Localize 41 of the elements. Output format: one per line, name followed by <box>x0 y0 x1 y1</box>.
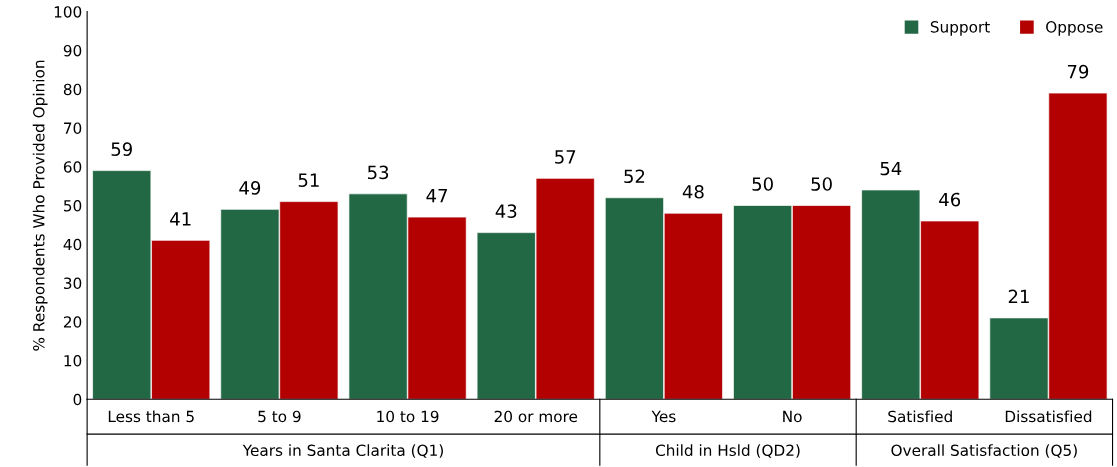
data-label: 41 <box>170 212 191 226</box>
y-axis-title: % Respondents Who Provided Opinion <box>32 60 48 351</box>
x-tick-label: Dissatisfied <box>1005 410 1092 423</box>
data-label: 53 <box>367 165 389 180</box>
data-label: 52 <box>624 169 645 184</box>
data-label: 48 <box>682 184 704 199</box>
y-tick-label: 70 <box>64 122 82 134</box>
y-tick-label: 90 <box>63 44 82 57</box>
y-tick-label: 10 <box>64 354 82 367</box>
data-label: 79 <box>1067 64 1089 79</box>
text: Years in Santa Clarita (Q1) <box>242 444 443 458</box>
data-label: 51 <box>298 173 319 187</box>
x-tick-label: No <box>783 410 802 423</box>
y-tick-label: 80 <box>63 83 82 96</box>
y-tick-label: 50 <box>64 199 82 212</box>
y-tick-label: 100 <box>54 6 82 18</box>
x-tick-label: Satisfied <box>888 410 952 423</box>
y-tick-label: 60 <box>63 161 82 173</box>
y-tick-label: 40 <box>63 238 82 251</box>
legend-label: Oppose <box>1046 21 1103 36</box>
legend-label: Support <box>930 21 990 36</box>
data-label: 59 <box>111 142 132 156</box>
y-tick-label: 30 <box>63 277 82 290</box>
data-label: 57 <box>555 150 576 164</box>
text: Child in Hsld (QD2) <box>655 444 800 458</box>
y-tick-label: 20 <box>63 316 82 328</box>
data-label: 46 <box>939 192 961 207</box>
data-label: 47 <box>426 189 447 203</box>
x-tick-label: 10 to 19 <box>377 410 439 423</box>
text: Overall Satisfaction (Q5) <box>891 444 1077 458</box>
x-tick-label: 20 or more <box>494 410 578 423</box>
x-tick-label: Yes <box>651 410 676 423</box>
data-label: 49 <box>239 181 261 195</box>
x-tick-label: 5 to 9 <box>258 410 301 423</box>
data-label: 50 <box>752 177 773 191</box>
data-label: 50 <box>811 177 832 191</box>
x-tick-label: Less than 5 <box>108 410 194 423</box>
y-tick-label: 0 <box>73 393 82 406</box>
data-label: 54 <box>880 161 902 176</box>
data-label: 21 <box>1008 289 1029 304</box>
data-label: 43 <box>495 204 517 218</box>
